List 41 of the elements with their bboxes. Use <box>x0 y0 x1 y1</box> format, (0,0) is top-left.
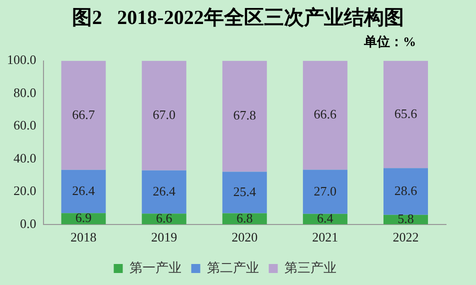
y-tick-label: 100.0 <box>7 52 36 68</box>
bar <box>302 60 348 170</box>
data-label: 28.6 <box>394 182 418 198</box>
x-tick-label: 2021 <box>312 230 338 245</box>
bar <box>61 60 106 170</box>
legend-label: 第三产业 <box>284 260 336 275</box>
legend-label: 第二产业 <box>206 260 259 275</box>
x-tick-label: 2020 <box>232 230 258 245</box>
data-label: 66.7 <box>72 106 96 122</box>
bar <box>222 172 267 214</box>
bar <box>222 60 267 172</box>
y-tick-label: 40.0 <box>14 150 36 166</box>
data-label: 6.8 <box>236 210 253 226</box>
y-tick-label: 0.0 <box>20 216 36 231</box>
bar <box>142 60 186 170</box>
data-label: 66.6 <box>314 106 338 122</box>
bar <box>383 168 428 215</box>
y-tick-label: 80.0 <box>14 84 36 100</box>
bar <box>61 170 106 214</box>
data-label: 67.8 <box>233 108 256 123</box>
y-tick-label: 20.0 <box>14 183 36 198</box>
bar <box>383 60 428 168</box>
data-label: 25.4 <box>233 184 256 199</box>
bar <box>142 170 186 214</box>
data-label: 6.4 <box>317 210 334 226</box>
data-label: 26.4 <box>152 183 176 198</box>
data-label: 67.0 <box>152 107 176 122</box>
x-tick-label: 2018 <box>70 230 97 245</box>
data-label: 6.9 <box>75 210 92 226</box>
x-tick-label: 2019 <box>151 230 178 245</box>
data-label: 27.0 <box>314 183 337 198</box>
y-tick-label: 60.0 <box>14 118 36 133</box>
x-tick-label: 2022 <box>392 230 419 245</box>
data-label: 5.8 <box>398 211 414 226</box>
chart-title: 图2 2018-2022年全区三次产业结构图 <box>71 6 405 31</box>
data-label: 65.6 <box>394 106 418 121</box>
legend-label: 第一产业 <box>129 260 182 275</box>
data-label: 6.6 <box>156 210 173 226</box>
data-label: 26.4 <box>72 182 96 198</box>
chart-subtitle: 单位：% <box>364 33 416 51</box>
bar <box>302 170 348 214</box>
